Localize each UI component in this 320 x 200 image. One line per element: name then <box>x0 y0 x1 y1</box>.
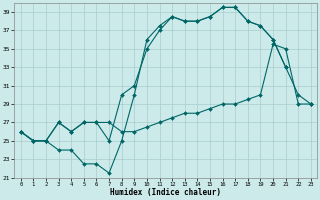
X-axis label: Humidex (Indice chaleur): Humidex (Indice chaleur) <box>110 188 221 197</box>
